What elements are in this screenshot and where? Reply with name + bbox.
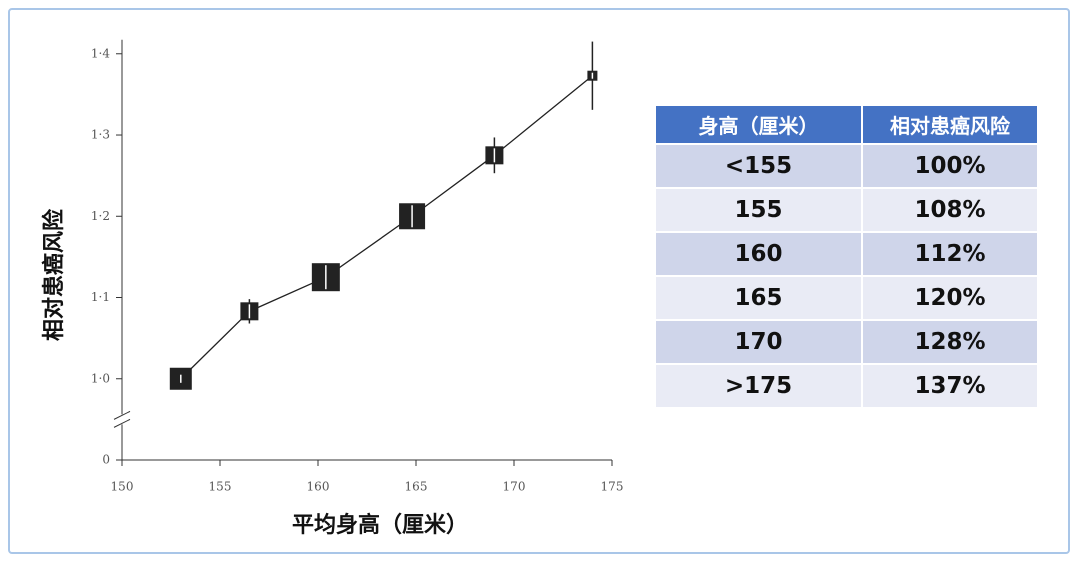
axis-break (113, 410, 131, 420)
table-cell: 165 (656, 277, 863, 321)
table-cell: >175 (656, 365, 863, 409)
table-cell: 100% (863, 145, 1039, 189)
table-row: <155 100% (656, 145, 1039, 189)
table-row: 165 120% (656, 277, 1039, 321)
table: 身高（厘米） 相对患癌风险 <155 100% 155 108% 160 112% 165 1… (656, 106, 1039, 409)
table-row: 170 128% (656, 321, 1039, 365)
y-tick-label: 1·1 (91, 290, 110, 304)
table-cell: 155 (656, 189, 863, 233)
x-tick-label: 160 (307, 480, 330, 494)
line (180, 75, 593, 380)
table-cell: 128% (863, 321, 1039, 365)
table-header: 相对患癌风险 (863, 106, 1039, 145)
x-tick-label: 165 (405, 480, 428, 494)
y-tick-label: 1·3 (91, 128, 110, 142)
table-cell: 137% (863, 365, 1039, 409)
x-tick-label: 175 (601, 480, 624, 494)
y-tick-label: 1·4 (91, 46, 110, 60)
table-cell: 170 (656, 321, 863, 365)
x-tick-label: 170 (503, 480, 526, 494)
table-cell: 112% (863, 233, 1039, 277)
y-tick-label: 1·2 (91, 209, 110, 223)
y-tick-label: 1·0 (91, 371, 110, 385)
table-cell: 108% (863, 189, 1039, 233)
y-tick-label: 0 (102, 453, 110, 467)
axis-break (113, 418, 131, 428)
frame (8, 8, 1070, 554)
table-cell: <155 (656, 145, 863, 189)
table-header: 身高（厘米） (656, 106, 863, 145)
x-tick-label: 150 (111, 480, 134, 494)
table-row: 155 108% (656, 189, 1039, 233)
table-row: >175 137% (656, 365, 1039, 409)
table-row: 160 112% (656, 233, 1039, 277)
table-cell: 160 (656, 233, 863, 277)
x-tick-label: 155 (209, 480, 232, 494)
table-cell: 120% (863, 277, 1039, 321)
y-axis-title: 相对患癌风险 (41, 208, 67, 341)
x-axis-title: 平均身高（厘米） (292, 512, 468, 538)
